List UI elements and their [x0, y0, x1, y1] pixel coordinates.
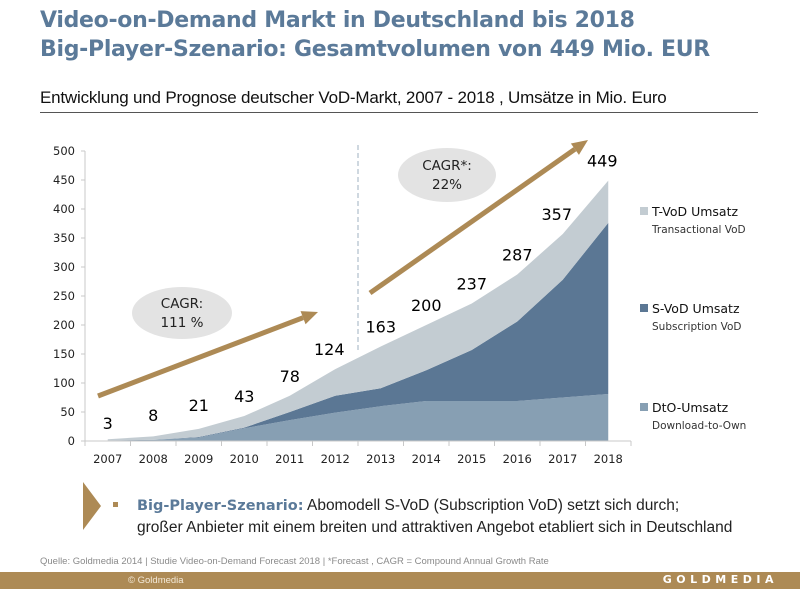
x-tick-label: 2011 — [275, 452, 304, 466]
cagr-value-forecast: 22% — [432, 177, 462, 193]
total-value-labels: 3 8 21 43 78 124 163 200 237 287 357 449 — [103, 152, 618, 433]
key-finding-line2: großer Anbieter mit einem breiten und at… — [137, 519, 733, 536]
key-finding-line1: Abomodell S-VoD (Subscription VoD) setzt… — [303, 497, 680, 514]
svod-swatch — [640, 304, 648, 312]
area-layers — [107, 180, 609, 441]
area-tvod — [107, 180, 609, 441]
area-dto — [107, 394, 609, 441]
cagr-label-historic: CAGR: — [161, 296, 203, 312]
total-label: 78 — [280, 367, 300, 386]
key-finding: Big-Player-Szenario: Abomodell S-VoD (Su… — [137, 495, 732, 538]
total-label: 200 — [411, 296, 442, 315]
cagr-annotations: CAGR: 111 % CAGR*: 22% — [97, 140, 588, 399]
x-tick-label: 2008 — [139, 452, 168, 466]
x-tick-label: 2007 — [93, 452, 122, 466]
legend-label: T-VoD Umsatz — [652, 204, 739, 219]
bullet-icon — [113, 502, 118, 507]
y-tick-label: 500 — [53, 144, 75, 158]
footer-bar — [0, 572, 800, 589]
brand-logo: GOLDMEDIA — [662, 573, 778, 586]
legend-sublabel: Transactional VoD — [652, 224, 746, 236]
y-tick-label: 200 — [53, 318, 75, 332]
legend-item-dto: DtO-Umsatz Download-to-Own — [640, 397, 746, 432]
growth-arrow-left — [97, 311, 318, 399]
dto-swatch — [640, 403, 648, 411]
tvod-swatch — [640, 207, 648, 215]
y-tick-label: 250 — [53, 289, 75, 303]
total-label: 3 — [103, 414, 113, 433]
arrow-shaft — [97, 315, 304, 399]
x-tick-label: 2013 — [366, 452, 395, 466]
total-label: 163 — [365, 317, 396, 336]
y-tick-label: 0 — [68, 434, 75, 448]
x-tick-label: 2014 — [412, 452, 441, 466]
x-tick-label: 2017 — [548, 452, 577, 466]
arrow-head — [300, 311, 318, 325]
source-note: Quelle: Goldmedia 2014 | Studie Video-on… — [40, 556, 549, 567]
chart-subtitle: Entwicklung und Prognose deutscher VoD-M… — [40, 88, 758, 113]
x-tick-label: 2016 — [503, 452, 532, 466]
legend-item-tvod: T-VoD Umsatz Transactional VoD — [640, 201, 746, 236]
total-label: 21 — [189, 396, 209, 415]
y-tick-label: 300 — [53, 260, 75, 274]
total-label: 8 — [148, 406, 158, 425]
arrow-head — [570, 140, 588, 155]
x-tick-label: 2018 — [594, 452, 623, 466]
page-title-line1: Video-on-Demand Markt in Deutschland bis… — [40, 8, 635, 33]
copyright: © Goldmedia — [128, 575, 184, 586]
x-tick-label: 2012 — [321, 452, 350, 466]
legend-item-svod: S-VoD Umsatz Subscription VoD — [640, 298, 741, 333]
total-label: 357 — [541, 205, 572, 224]
y-tick-label: 100 — [53, 376, 75, 390]
y-tick-label: 50 — [60, 405, 75, 419]
legend-label: DtO-Umsatz — [652, 400, 729, 415]
total-label: 287 — [502, 246, 533, 265]
x-tick-label: 2015 — [457, 452, 486, 466]
total-label: 237 — [456, 275, 487, 294]
x-tick-label: 2010 — [230, 452, 259, 466]
y-tick-label: 350 — [53, 231, 75, 245]
y-tick-label: 400 — [53, 202, 75, 216]
cagr-bubble-historic — [132, 287, 232, 339]
total-label: 43 — [234, 387, 254, 406]
cagr-label-forecast: CAGR*: — [422, 158, 472, 174]
cagr-value-historic: 111 % — [161, 315, 204, 331]
y-tick-label: 450 — [53, 173, 75, 187]
legend-label: S-VoD Umsatz — [652, 301, 740, 316]
area-svod — [107, 222, 609, 441]
arrow-shaft — [368, 147, 577, 296]
total-label: 449 — [587, 152, 618, 171]
total-label: 124 — [314, 340, 345, 359]
legend-sublabel: Subscription VoD — [652, 321, 742, 333]
legend-sublabel: Download-to-Own — [652, 420, 747, 432]
chevron-right-icon — [83, 482, 101, 530]
page-title-line2: Big-Player-Szenario: Gesamtvolumen von 4… — [40, 37, 710, 62]
cagr-bubble-forecast — [398, 148, 496, 202]
y-tick-label: 150 — [53, 347, 75, 361]
growth-arrow-right — [368, 140, 588, 296]
key-finding-title: Big-Player-Szenario: — [137, 498, 304, 514]
x-tick-label: 2009 — [184, 452, 213, 466]
